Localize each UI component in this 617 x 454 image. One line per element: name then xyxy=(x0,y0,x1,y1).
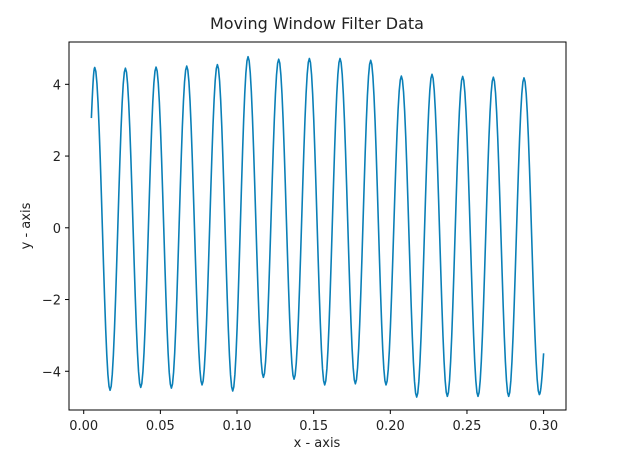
y-tick-label: 4 xyxy=(53,78,61,93)
x-tick-label: 0.05 xyxy=(146,419,175,434)
chart-title: Moving Window Filter Data xyxy=(210,14,424,33)
series-line xyxy=(90,55,545,398)
plot-area xyxy=(68,41,567,411)
y-axis-ticks: −4 −2 0 2 4 xyxy=(42,78,69,380)
x-tick-label: 0.00 xyxy=(69,419,98,434)
x-axis-label: x - axis xyxy=(294,436,341,451)
y-tick-label: 0 xyxy=(53,222,61,237)
x-tick-label: 0.25 xyxy=(452,419,481,434)
x-tick-label: 0.30 xyxy=(529,419,558,434)
x-axis-ticks: 0.00 0.05 0.10 0.15 0.20 0.25 0.30 xyxy=(69,410,558,434)
x-tick-label: 0.20 xyxy=(376,419,405,434)
y-tick-label: 2 xyxy=(53,150,61,165)
y-tick-label: −2 xyxy=(42,294,61,309)
plot-frame xyxy=(68,41,567,411)
series-layer xyxy=(90,55,545,398)
x-tick-label: 0.10 xyxy=(223,419,252,434)
y-tick-label: −4 xyxy=(42,365,61,380)
y-axis-label: y - axis xyxy=(19,202,34,249)
x-tick-label: 0.15 xyxy=(299,419,328,434)
